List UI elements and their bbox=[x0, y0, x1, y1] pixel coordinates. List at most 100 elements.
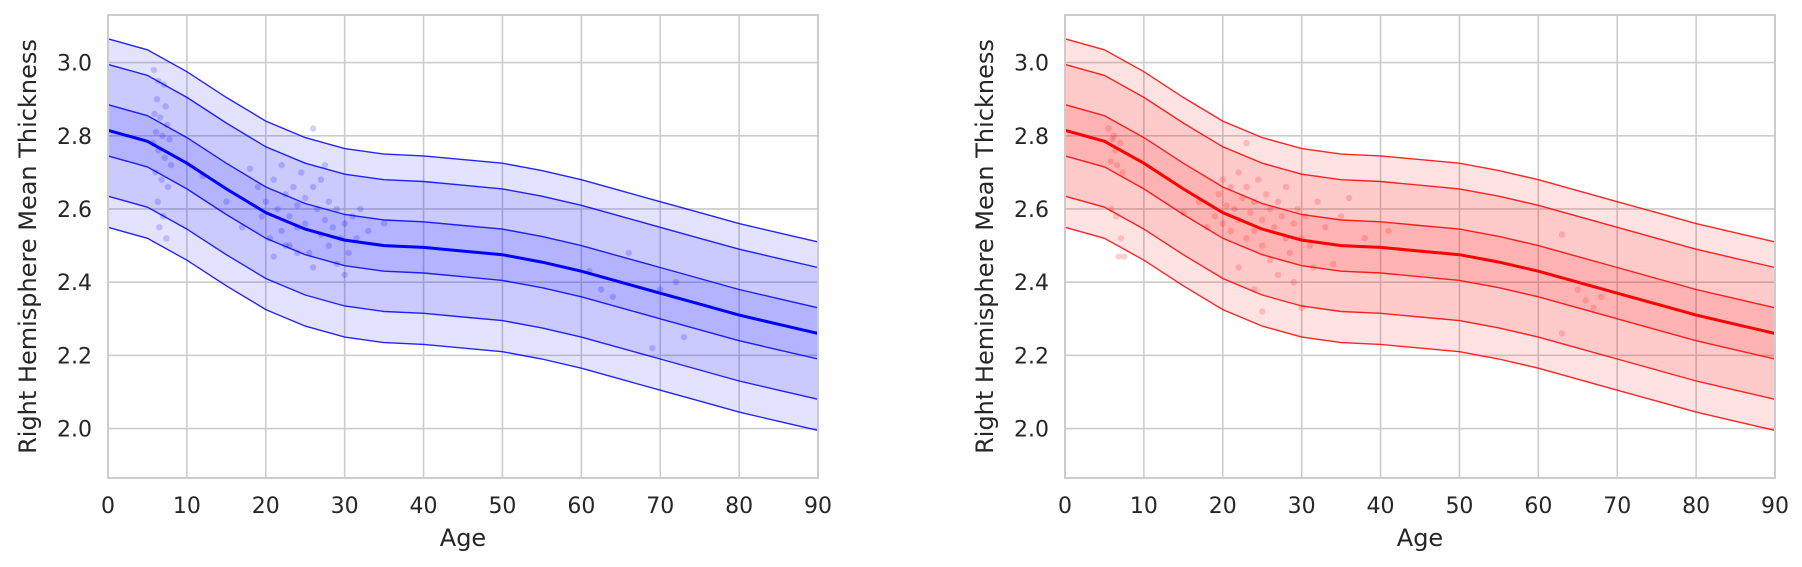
data-point bbox=[1231, 205, 1238, 213]
data-point bbox=[294, 202, 301, 209]
data-point bbox=[1219, 220, 1227, 227]
data-point bbox=[156, 224, 163, 231]
data-point bbox=[258, 213, 265, 220]
data-point bbox=[1582, 297, 1589, 304]
data-point bbox=[1345, 194, 1353, 202]
y-tick-label: 2.0 bbox=[1014, 418, 1049, 443]
data-point bbox=[649, 344, 656, 352]
centile-line bbox=[1064, 38, 1776, 243]
x-tick-label: 50 bbox=[488, 494, 516, 519]
y-tick-label: 2.4 bbox=[1014, 271, 1049, 296]
x-tick-label: 70 bbox=[646, 494, 674, 519]
data-point bbox=[270, 176, 277, 183]
data-point bbox=[1290, 220, 1298, 227]
data-point bbox=[1574, 286, 1582, 293]
centile-line bbox=[107, 195, 819, 400]
data-point bbox=[298, 169, 305, 176]
data-point bbox=[153, 96, 161, 103]
data-point bbox=[162, 103, 169, 110]
data-point bbox=[1117, 139, 1124, 147]
centile-band-3 bbox=[108, 104, 818, 359]
centile-line bbox=[1064, 63, 1776, 269]
data-point bbox=[680, 333, 688, 341]
data-point bbox=[1115, 253, 1122, 260]
data-point bbox=[1203, 224, 1211, 231]
y-tick-label: 2.6 bbox=[57, 198, 92, 223]
y-tick-label: 2.4 bbox=[57, 271, 92, 296]
data-point bbox=[1113, 161, 1121, 169]
data-point bbox=[246, 165, 254, 172]
centile-line bbox=[1064, 104, 1776, 309]
data-point bbox=[1243, 183, 1250, 191]
data-point bbox=[609, 293, 617, 300]
data-point bbox=[278, 227, 285, 235]
data-point bbox=[166, 136, 173, 143]
data-point bbox=[1282, 183, 1290, 191]
x-axis-label: Age bbox=[1397, 524, 1443, 552]
x-tick-label: 40 bbox=[1367, 494, 1395, 519]
data-point bbox=[161, 154, 168, 161]
centile-band-2 bbox=[108, 64, 818, 400]
data-point bbox=[163, 235, 170, 242]
data-point bbox=[306, 249, 313, 257]
data-point bbox=[309, 183, 317, 191]
data-point bbox=[365, 227, 372, 235]
data-point bbox=[1110, 132, 1118, 139]
centile-line bbox=[107, 63, 819, 269]
y-tick-label: 2.2 bbox=[57, 344, 92, 369]
centile-line bbox=[1064, 226, 1776, 432]
centile-line bbox=[107, 104, 819, 309]
data-point bbox=[151, 110, 158, 118]
data-point bbox=[1278, 213, 1286, 220]
y-tick-label: 2.2 bbox=[1014, 344, 1049, 369]
centile-line bbox=[107, 38, 819, 243]
median-line bbox=[107, 128, 819, 335]
y-tick-label: 2.8 bbox=[57, 125, 92, 150]
data-point bbox=[223, 198, 230, 205]
axes-frame bbox=[107, 14, 819, 479]
x-tick-label: 80 bbox=[725, 494, 753, 519]
x-tick-label: 10 bbox=[173, 494, 201, 519]
data-point bbox=[1266, 257, 1274, 264]
data-point bbox=[1274, 271, 1282, 279]
y-tick-label: 2.6 bbox=[1014, 198, 1049, 223]
data-point bbox=[1235, 169, 1242, 176]
x-tick-label: 90 bbox=[1761, 494, 1789, 519]
data-point bbox=[150, 66, 157, 74]
right-chart-panel: 0 10 20 30 40 50 60 70 80 90 2.0 2.2 2.4 2.6 2.8 3.0 Age… bbox=[971, 14, 1789, 552]
x-tick-label: 0 bbox=[101, 494, 115, 519]
y-axis-label: Right Hemisphere Mean Thickness bbox=[971, 39, 999, 454]
data-point bbox=[1223, 202, 1230, 209]
data-point bbox=[1243, 139, 1250, 147]
centile-band-1 bbox=[1065, 38, 1775, 431]
data-point bbox=[286, 213, 293, 220]
data-point bbox=[167, 161, 175, 169]
data-point bbox=[1107, 158, 1115, 165]
data-point bbox=[1270, 224, 1278, 231]
centile-line bbox=[107, 226, 819, 432]
centile-line bbox=[1064, 195, 1776, 400]
x-tick-label: 20 bbox=[252, 494, 280, 519]
axes-frame bbox=[1064, 14, 1776, 479]
data-point bbox=[302, 220, 309, 227]
data-point bbox=[333, 205, 340, 213]
data-point bbox=[290, 183, 297, 191]
y-tick-label: 3.0 bbox=[1014, 52, 1049, 77]
data-point bbox=[1330, 260, 1337, 268]
data-point bbox=[1121, 253, 1128, 260]
data-point bbox=[597, 286, 605, 293]
data-point bbox=[158, 176, 165, 183]
data-point bbox=[329, 224, 336, 231]
centile-band-1 bbox=[108, 38, 818, 431]
data-point bbox=[254, 183, 262, 191]
data-point bbox=[1255, 176, 1262, 183]
data-point bbox=[325, 242, 333, 249]
data-point bbox=[625, 249, 632, 257]
data-point bbox=[1105, 125, 1112, 132]
x-tick-label: 60 bbox=[1524, 494, 1552, 519]
data-point bbox=[1263, 191, 1270, 198]
x-tick-label: 0 bbox=[1058, 494, 1072, 519]
x-tick-label: 40 bbox=[410, 494, 438, 519]
data-point bbox=[159, 132, 166, 139]
